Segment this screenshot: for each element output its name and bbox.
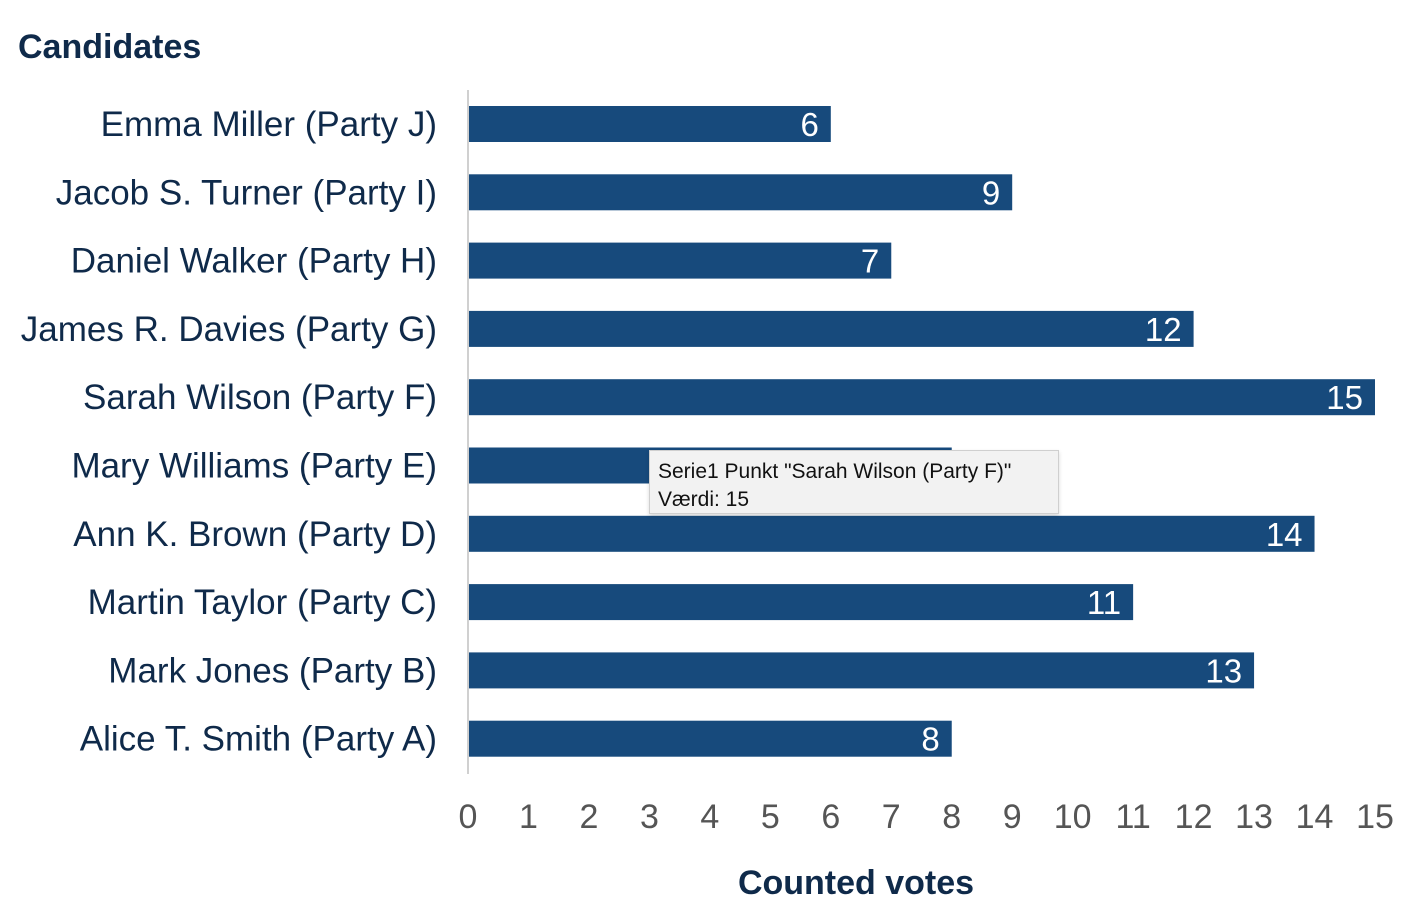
bar-data-label: 6: [800, 106, 818, 143]
x-tick-label: 3: [640, 798, 659, 836]
category-label: James R. Davies (Party G): [21, 310, 437, 349]
category-label: Ann K. Brown (Party D): [73, 515, 437, 554]
x-axis-title: Counted votes: [738, 864, 974, 902]
category-label: Jacob S. Turner (Party I): [56, 173, 437, 212]
bar-data-label: 12: [1145, 311, 1182, 348]
x-tick-label: 12: [1175, 798, 1213, 836]
x-tick-label: 1: [519, 798, 538, 836]
bar-data-label: 9: [982, 174, 1000, 211]
bar[interactable]: [469, 106, 831, 142]
bar[interactable]: [469, 174, 1013, 211]
bar[interactable]: [469, 242, 892, 279]
bar[interactable]: [469, 584, 1134, 621]
x-tick-label: 15: [1356, 798, 1394, 836]
bar[interactable]: [469, 310, 1194, 347]
bar-data-label: 7: [861, 243, 879, 280]
hover-tooltip: Serie1 Punkt "Sarah Wilson (Party F)" Væ…: [649, 450, 1059, 514]
category-label: Mary Williams (Party E): [71, 447, 437, 486]
x-tick-label: 2: [579, 798, 598, 836]
x-tick-label: 8: [942, 798, 961, 836]
x-tick-label: 7: [882, 798, 901, 836]
bar[interactable]: [469, 379, 1375, 416]
x-tick-label: 14: [1296, 798, 1334, 836]
bar-data-label: 11: [1087, 584, 1121, 621]
bar[interactable]: [469, 720, 952, 757]
x-tick-label: 4: [700, 798, 719, 836]
tooltip-series-point: Serie1 Punkt "Sarah Wilson (Party F)": [658, 460, 1012, 483]
bar-data-label: 8: [921, 721, 939, 758]
bar-data-label: 13: [1205, 652, 1242, 689]
category-label: Emma Miller (Party J): [101, 105, 437, 144]
bar[interactable]: [469, 515, 1315, 552]
x-tick-label: 11: [1115, 798, 1150, 836]
category-label: Alice T. Smith (Party A): [80, 720, 437, 759]
category-label: Daniel Walker (Party H): [71, 242, 437, 281]
category-label: Sarah Wilson (Party F): [83, 378, 437, 417]
tooltip-value: Værdi: 15: [658, 488, 750, 511]
x-tick-label: 6: [821, 798, 840, 836]
bar-data-label: 14: [1266, 516, 1303, 553]
x-tick-label: 5: [761, 798, 780, 836]
bar-data-label: 15: [1326, 379, 1363, 416]
category-label: Martin Taylor (Party C): [88, 583, 437, 622]
x-tick-label: 10: [1054, 798, 1092, 836]
bar[interactable]: [469, 652, 1255, 689]
x-tick-label: 13: [1235, 798, 1273, 836]
category-label: Mark Jones (Party B): [108, 651, 437, 690]
y-axis-title: Candidates: [18, 28, 201, 66]
x-tick-label: 9: [1003, 798, 1022, 836]
x-tick-label: 0: [459, 798, 478, 836]
